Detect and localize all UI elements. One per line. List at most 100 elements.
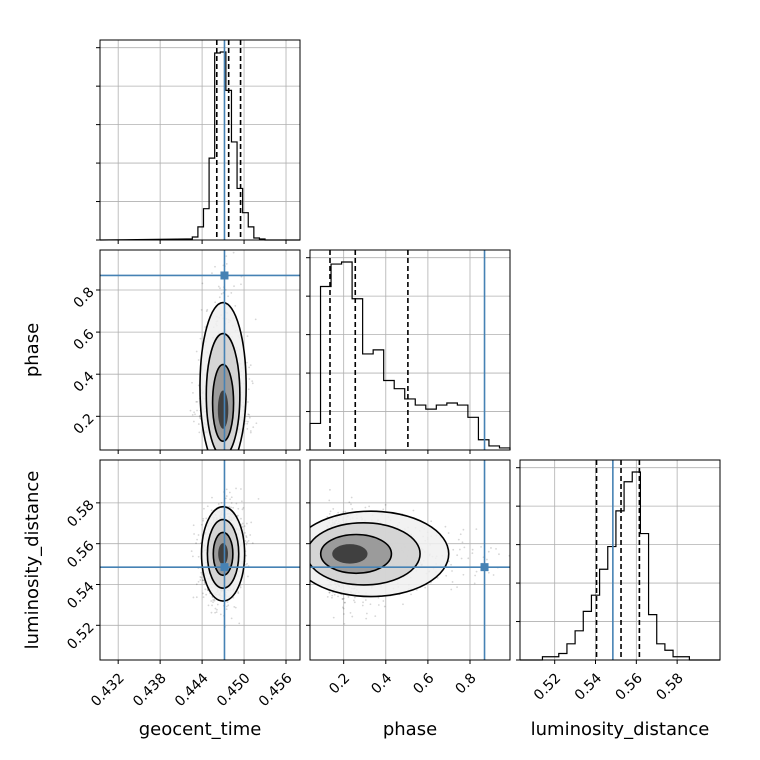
sample-point	[244, 420, 247, 423]
sample-point	[225, 262, 228, 265]
sample-point	[216, 603, 219, 606]
y-tick-label: 0.4	[71, 368, 98, 395]
sample-point	[190, 550, 193, 553]
sample-point	[344, 510, 347, 513]
sample-point	[254, 318, 257, 321]
sample-point	[227, 295, 230, 298]
sample-point	[196, 409, 198, 412]
sample-point	[191, 555, 194, 558]
sample-point	[451, 581, 454, 583]
sample-point	[200, 576, 203, 579]
sample-point	[486, 558, 488, 561]
sample-point	[232, 251, 235, 254]
sample-point	[237, 591, 240, 593]
panel-luminosity_distance-vs-phase: 0.2 0.4 0.6 0.8	[306, 459, 523, 697]
panel-luminosity_distance-histogram: 0.52 0.54 0.56 0.58	[516, 459, 721, 704]
sample-point	[473, 582, 476, 585]
sample-point	[202, 596, 205, 599]
x-tick-label: 0.432	[88, 670, 128, 710]
sample-point	[412, 509, 415, 512]
sample-point	[244, 531, 246, 534]
sample-point	[205, 310, 208, 313]
sample-point	[326, 516, 329, 518]
sample-point	[197, 359, 200, 361]
histogram-step	[309, 261, 511, 450]
sample-point	[245, 554, 247, 557]
sample-point	[247, 401, 249, 403]
sample-point	[217, 503, 220, 505]
sample-point	[237, 592, 240, 595]
density-layer	[310, 488, 523, 625]
sample-point	[195, 542, 197, 545]
sample-point	[211, 604, 213, 607]
y-tick-label: 0.58	[64, 497, 97, 530]
sample-point	[342, 511, 345, 513]
sample-point	[201, 282, 204, 285]
sample-point	[458, 548, 461, 551]
sample-point	[203, 507, 205, 510]
x-tick-label: 0.6	[410, 670, 437, 697]
sample-point	[202, 592, 204, 595]
sample-point	[348, 501, 351, 504]
sample-point	[197, 555, 200, 558]
sample-point	[362, 601, 364, 604]
sample-point	[353, 599, 355, 602]
x-tick-label: 0.456	[256, 670, 296, 710]
sample-point	[230, 496, 233, 499]
sample-point	[495, 547, 497, 550]
sample-point	[217, 285, 220, 288]
sample-point	[219, 287, 221, 290]
sample-point	[198, 415, 201, 418]
y-tick-label: 0.2	[71, 411, 98, 438]
sample-point	[215, 611, 218, 614]
sample-point	[350, 496, 353, 499]
sample-point	[459, 533, 462, 536]
sample-point	[343, 622, 346, 625]
sample-point	[460, 557, 463, 560]
sample-point	[248, 416, 251, 419]
sample-point	[490, 547, 492, 549]
sample-point	[211, 272, 213, 274]
sample-point	[203, 582, 206, 584]
sample-point	[250, 521, 253, 524]
sample-point	[214, 607, 217, 610]
sample-point	[521, 538, 523, 540]
sample-point	[202, 517, 205, 520]
sample-point	[246, 562, 248, 565]
sample-point	[246, 422, 249, 425]
sample-point	[350, 503, 352, 506]
panel-frame	[309, 249, 511, 451]
sample-point	[450, 588, 453, 591]
sample-point	[237, 514, 239, 517]
sample-point	[240, 500, 243, 503]
sample-point	[228, 505, 231, 508]
xlabel-geocent_time: geocent_time	[139, 719, 262, 740]
sample-point	[220, 292, 223, 295]
x-tick-label: 0.58	[653, 670, 686, 703]
sample-point	[467, 557, 470, 560]
sample-point	[228, 491, 231, 494]
sample-point	[487, 571, 490, 574]
sample-point	[214, 265, 216, 268]
sample-point	[195, 583, 198, 586]
sample-point	[251, 542, 254, 545]
y-tick-label: 0.54	[64, 579, 97, 612]
sample-point	[249, 431, 252, 434]
histogram-step	[520, 471, 720, 661]
sample-point	[328, 591, 331, 594]
sample-point	[220, 501, 223, 504]
sample-point	[231, 204, 233, 206]
sample-point	[199, 337, 202, 340]
sample-point	[326, 596, 329, 598]
sample-point	[369, 603, 372, 606]
panel-frame	[309, 459, 511, 661]
panel-frame	[519, 459, 721, 661]
sample-point	[246, 428, 249, 430]
sample-point	[247, 420, 249, 423]
sample-point	[227, 604, 230, 607]
sample-point	[364, 506, 367, 509]
sample-point	[192, 420, 195, 423]
x-tick-label: 0.8	[453, 670, 480, 697]
sample-point	[456, 586, 458, 589]
sample-point	[471, 548, 474, 551]
